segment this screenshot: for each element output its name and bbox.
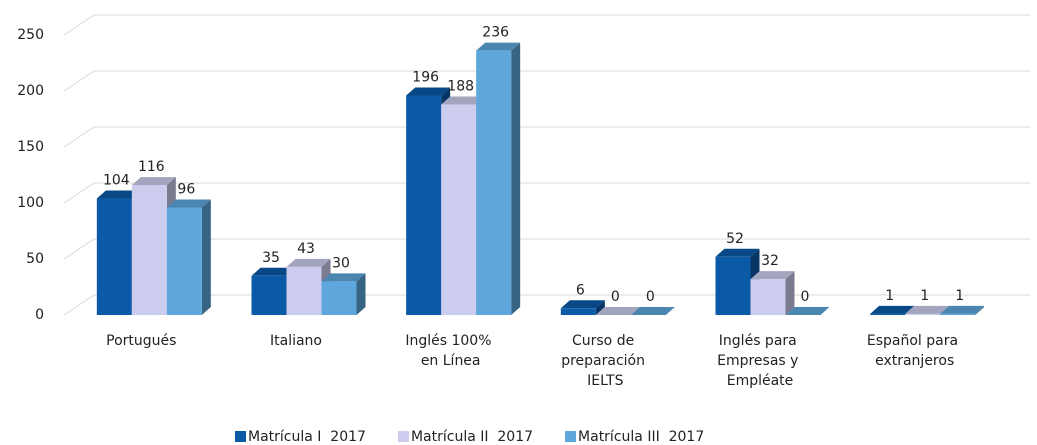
bar-side (785, 271, 795, 315)
bar-top (715, 248, 760, 257)
grid-line (63, 182, 1030, 204)
bar (406, 95, 442, 315)
bar (476, 50, 512, 316)
tick-line: Inglés para (719, 333, 801, 349)
data-label: 196 (412, 69, 439, 85)
bar-top (630, 307, 675, 315)
data-label: 0 (801, 289, 810, 305)
bar-top (595, 307, 640, 315)
bar-top (286, 258, 331, 267)
bar-top (321, 273, 366, 282)
legend-label: Matrícula I 2017 (248, 429, 366, 445)
tick-line: extranjeros (875, 353, 954, 369)
bar-side (356, 273, 366, 315)
bar (940, 313, 976, 315)
data-label: 96 (177, 181, 195, 197)
tick-line: IELTS (587, 373, 623, 389)
bar-top (476, 42, 521, 51)
data-label: 188 (447, 78, 474, 94)
grid-line (63, 14, 1030, 36)
y-tick-label: 0 (35, 307, 44, 323)
bar (560, 308, 596, 315)
legend-swatch (397, 431, 409, 442)
data-label: 43 (297, 241, 315, 257)
data-label: 32 (761, 253, 779, 269)
bar-top (785, 307, 830, 315)
bar-top (251, 267, 296, 276)
bar (750, 279, 786, 315)
bar (905, 313, 941, 315)
x-tick-label: Español para extranjeros (867, 333, 963, 369)
x-tick-label: Inglés para Empresas y Empléate (717, 333, 803, 389)
data-label: 35 (262, 250, 280, 266)
x-tick-label: Portugués (106, 333, 176, 349)
data-label: 1 (955, 288, 964, 304)
bar-side (511, 42, 521, 316)
bar-top (166, 199, 211, 208)
data-label: 0 (611, 289, 620, 305)
bar-top (96, 190, 141, 199)
tick-line: Empléate (727, 373, 794, 389)
data-label: 104 (103, 173, 130, 189)
legend-swatch (235, 431, 246, 442)
x-tick-label: Curso de preparación IELTS (561, 333, 649, 389)
y-tick-label: 100 (17, 195, 44, 211)
bar-side (201, 199, 211, 315)
tick-line: preparación (561, 353, 649, 369)
data-label: 30 (332, 255, 350, 271)
bar (441, 104, 477, 315)
bar (166, 207, 202, 315)
tick-line: en Línea (421, 353, 481, 369)
grid-line (63, 126, 1030, 148)
bar-top (406, 87, 451, 96)
bar-top (870, 305, 915, 314)
bar (96, 198, 132, 315)
bar-side (595, 300, 605, 315)
bar (131, 185, 167, 315)
data-label: 236 (482, 25, 509, 41)
bar-top (560, 300, 605, 309)
x-tick-label: Inglés 100% en Línea (405, 333, 496, 369)
data-label: 6 (576, 282, 585, 298)
y-tick-label: 200 (17, 83, 44, 99)
bar (286, 266, 322, 315)
grid-line (63, 70, 1030, 92)
bar-top (940, 305, 985, 314)
x-tick-label: Italiano (270, 333, 322, 349)
grid-line (63, 238, 1030, 260)
tick-line: Inglés 100% (405, 333, 496, 349)
legend: Matrícula I 2017 Matrícula II 2017 Matrícu… (235, 429, 704, 445)
legend-label: Matrícula II 2017 (411, 429, 533, 445)
bar (321, 281, 357, 315)
y-tick-label: 250 (17, 27, 44, 43)
data-label: 116 (138, 159, 165, 175)
bar-top (905, 305, 950, 314)
bar-top (131, 177, 176, 186)
tick-line: Curso de (572, 333, 639, 349)
y-tick-label: 150 (17, 139, 44, 155)
bar (251, 275, 287, 315)
bar-side (975, 305, 985, 315)
bar (715, 256, 751, 315)
tick-line: Italiano (270, 333, 322, 349)
tick-line: Español para (867, 333, 963, 349)
legend-swatch (565, 431, 577, 442)
bar-top (441, 96, 486, 105)
data-label: 52 (726, 231, 744, 247)
legend-label: Matrícula III 2017 (578, 429, 704, 445)
data-label: 1 (885, 288, 894, 304)
data-label: 0 (646, 289, 655, 305)
bar (870, 313, 906, 315)
tick-line: Empresas y (717, 353, 803, 369)
data-label: 1 (920, 288, 929, 304)
tick-line: Portugués (106, 333, 176, 349)
y-tick-label: 50 (26, 251, 44, 267)
bar-top (750, 271, 795, 280)
